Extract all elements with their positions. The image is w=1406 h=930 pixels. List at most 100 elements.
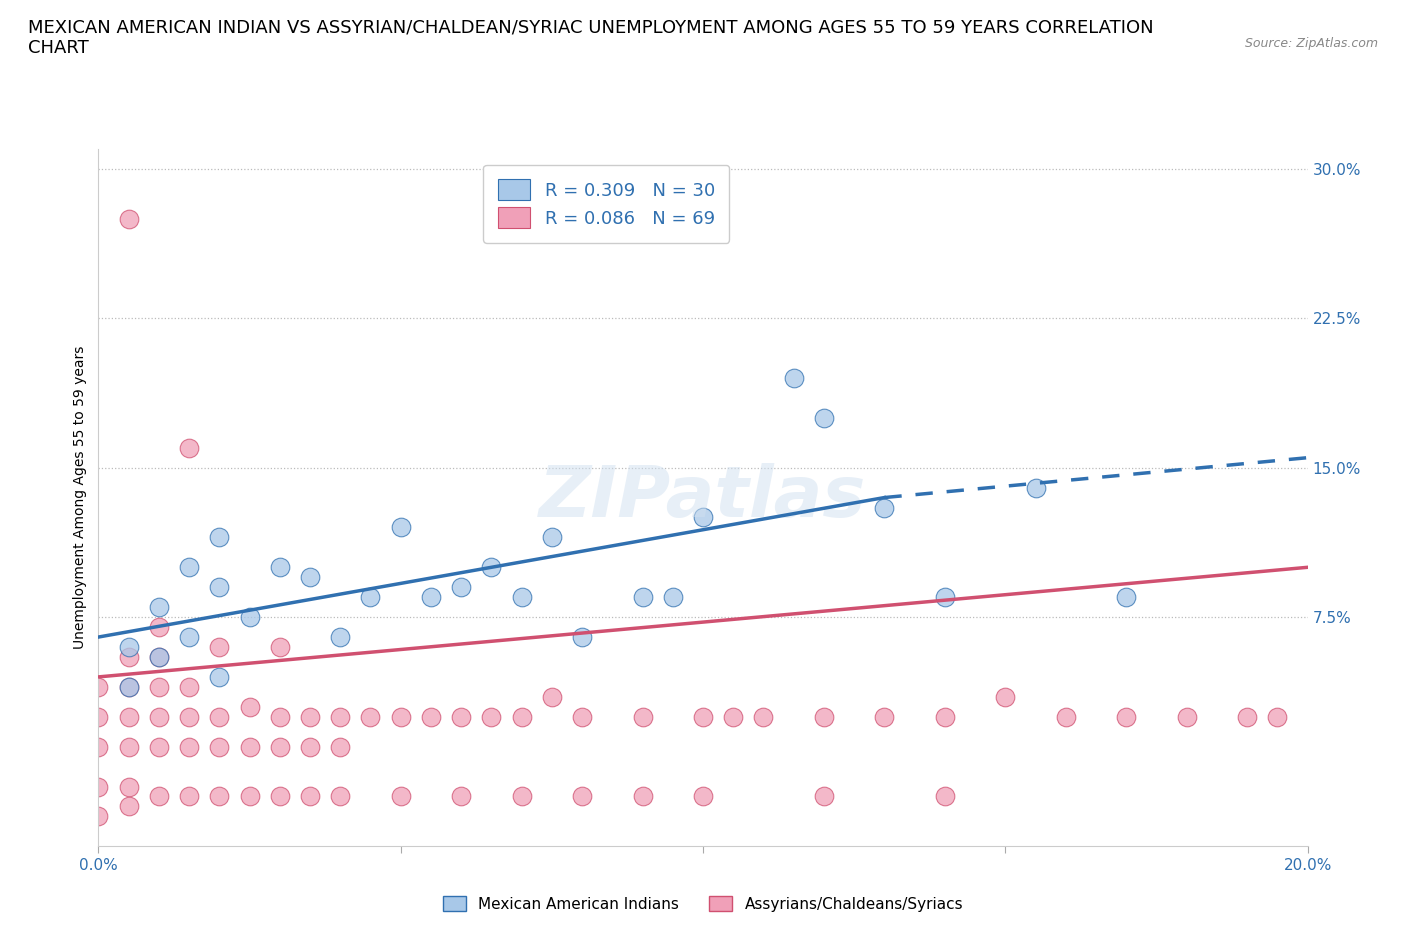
Point <box>329 630 352 644</box>
Point <box>1236 710 1258 724</box>
Point <box>1115 590 1137 604</box>
Point <box>1267 710 1289 724</box>
Point <box>360 710 382 724</box>
Point <box>208 739 231 754</box>
Y-axis label: Unemployment Among Ages 55 to 59 years: Unemployment Among Ages 55 to 59 years <box>73 346 87 649</box>
Point <box>873 710 896 724</box>
Point <box>239 739 262 754</box>
Point <box>813 410 835 425</box>
Point <box>1175 710 1198 724</box>
Point <box>118 779 141 794</box>
Point <box>631 789 654 804</box>
Point <box>873 500 896 515</box>
Text: MEXICAN AMERICAN INDIAN VS ASSYRIAN/CHALDEAN/SYRIAC UNEMPLOYMENT AMONG AGES 55 T: MEXICAN AMERICAN INDIAN VS ASSYRIAN/CHAL… <box>28 19 1154 58</box>
Point <box>389 789 412 804</box>
Legend: Mexican American Indians, Assyrians/Chaldeans/Syriacs: Mexican American Indians, Assyrians/Chal… <box>437 889 969 918</box>
Point <box>269 640 291 655</box>
Point <box>389 520 412 535</box>
Legend: R = 0.309   N = 30, R = 0.086   N = 69: R = 0.309 N = 30, R = 0.086 N = 69 <box>484 165 730 243</box>
Point <box>239 789 262 804</box>
Point <box>208 640 231 655</box>
Point <box>934 710 956 724</box>
Point <box>179 710 201 724</box>
Point <box>813 789 835 804</box>
Point <box>87 680 110 695</box>
Point <box>389 710 412 724</box>
Point <box>450 710 472 724</box>
Point <box>420 590 443 604</box>
Point <box>118 211 141 226</box>
Point <box>540 530 562 545</box>
Point <box>87 809 110 824</box>
Point <box>87 779 110 794</box>
Point <box>118 739 141 754</box>
Text: ZIPatlas: ZIPatlas <box>540 463 866 532</box>
Point <box>360 590 382 604</box>
Point <box>329 739 352 754</box>
Point <box>299 789 322 804</box>
Point <box>510 710 533 724</box>
Point <box>118 680 141 695</box>
Point <box>783 370 806 385</box>
Point <box>661 590 683 604</box>
Point <box>87 710 110 724</box>
Point <box>239 610 262 625</box>
Point <box>692 510 714 525</box>
Point <box>481 560 503 575</box>
Point <box>299 739 322 754</box>
Point <box>752 710 775 724</box>
Point <box>299 570 322 585</box>
Point <box>510 590 533 604</box>
Point <box>329 789 352 804</box>
Point <box>571 710 593 724</box>
Point <box>269 739 291 754</box>
Point <box>692 789 714 804</box>
Point <box>329 710 352 724</box>
Point <box>148 649 170 664</box>
Point <box>481 710 503 724</box>
Point <box>269 789 291 804</box>
Point <box>208 789 231 804</box>
Point <box>118 710 141 724</box>
Point <box>148 619 170 634</box>
Point <box>118 649 141 664</box>
Point <box>208 710 231 724</box>
Point <box>450 789 472 804</box>
Point <box>420 710 443 724</box>
Point <box>631 590 654 604</box>
Point <box>510 789 533 804</box>
Point <box>994 689 1017 704</box>
Point <box>148 710 170 724</box>
Point <box>934 789 956 804</box>
Point <box>269 560 291 575</box>
Point <box>631 710 654 724</box>
Point <box>179 440 201 455</box>
Point <box>179 680 201 695</box>
Point <box>450 579 472 594</box>
Point <box>571 630 593 644</box>
Point <box>723 710 745 724</box>
Point <box>934 590 956 604</box>
Point <box>148 600 170 615</box>
Point <box>179 630 201 644</box>
Point <box>118 640 141 655</box>
Point <box>1024 480 1046 495</box>
Point <box>269 710 291 724</box>
Point <box>179 739 201 754</box>
Point <box>208 530 231 545</box>
Point <box>179 560 201 575</box>
Point <box>148 789 170 804</box>
Point <box>692 710 714 724</box>
Point <box>87 739 110 754</box>
Point <box>813 710 835 724</box>
Point <box>239 699 262 714</box>
Point <box>118 680 141 695</box>
Point <box>179 789 201 804</box>
Point <box>540 689 562 704</box>
Point <box>208 579 231 594</box>
Point <box>571 789 593 804</box>
Point <box>148 680 170 695</box>
Point <box>299 710 322 724</box>
Point <box>1115 710 1137 724</box>
Point <box>148 649 170 664</box>
